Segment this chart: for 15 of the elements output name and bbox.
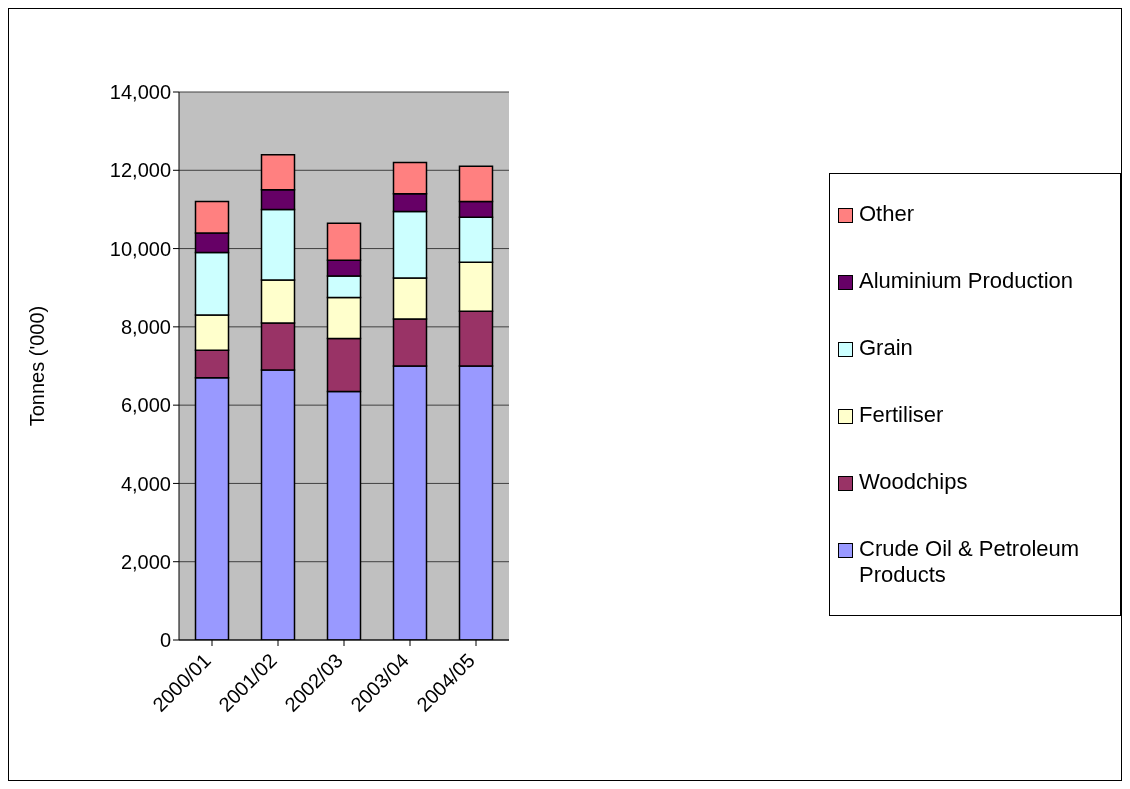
legend-label: Fertiliser — [859, 402, 944, 429]
legend-label: Woodchips — [859, 469, 968, 496]
y-axis-title: Tonnes ('000) — [26, 305, 49, 427]
y-tick-label: 0 — [159, 629, 171, 652]
y-tick-label: 4,000 — [120, 472, 171, 495]
legend-label: Aluminium Production — [859, 267, 1073, 294]
legend-label: Other — [859, 200, 915, 227]
y-tick-label: 10,000 — [109, 237, 171, 260]
y-tick-label: 12,000 — [109, 159, 171, 182]
y-tick-label: 6,000 — [120, 394, 171, 417]
y-tick-label: 14,000 — [109, 81, 171, 104]
legend-label: Crude Oil & Petroleum Products — [859, 536, 1081, 589]
y-tick-label: 8,000 — [120, 315, 171, 338]
legend-label: Grain — [859, 334, 913, 361]
y-tick-label: 2,000 — [120, 550, 171, 573]
